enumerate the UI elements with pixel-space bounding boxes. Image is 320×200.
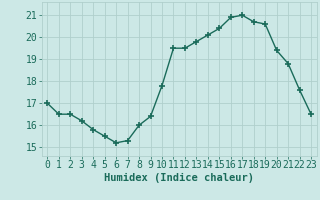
- X-axis label: Humidex (Indice chaleur): Humidex (Indice chaleur): [104, 173, 254, 183]
